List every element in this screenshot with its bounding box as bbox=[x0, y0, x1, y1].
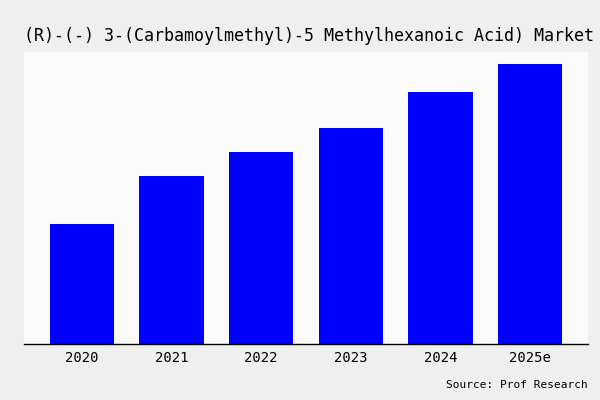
Text: Source: Prof Research: Source: Prof Research bbox=[446, 380, 588, 390]
Bar bbox=[229, 152, 293, 344]
Bar bbox=[319, 128, 383, 344]
Text: (R)-(-) 3-(Carbamoylmethyl)-5 Methylhexanoic Acid) Market (Millio: (R)-(-) 3-(Carbamoylmethyl)-5 Methylhexa… bbox=[24, 27, 600, 45]
Bar bbox=[50, 224, 114, 344]
Bar bbox=[139, 176, 204, 344]
Bar bbox=[498, 64, 562, 344]
Bar bbox=[408, 92, 473, 344]
